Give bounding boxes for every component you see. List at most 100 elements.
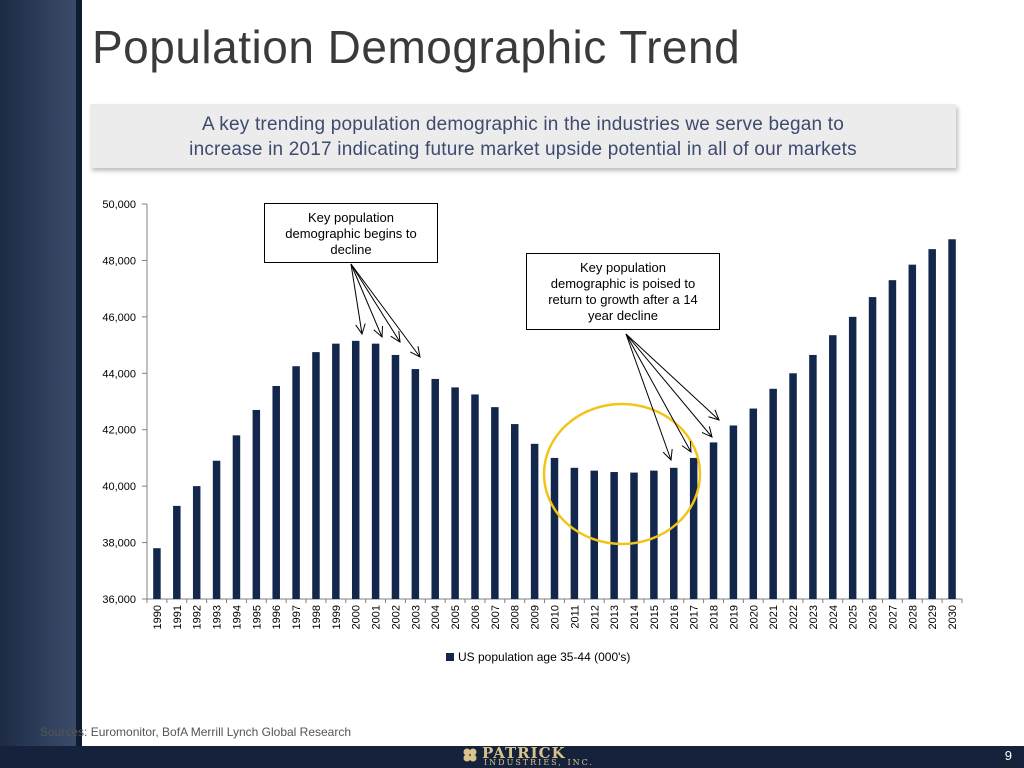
x-tick-label: 2019 <box>728 605 740 629</box>
callout-decline-line-1: Key population <box>307 210 394 225</box>
subtitle-line-1: A key trending population demographic in… <box>202 114 844 135</box>
growth-arrow-head <box>708 409 720 421</box>
decline-arrow-head <box>355 323 366 336</box>
bar <box>192 486 201 599</box>
bar <box>153 548 161 599</box>
x-tick-label: 1995 <box>251 605 263 629</box>
y-tick-label: 42,000 <box>102 425 136 437</box>
highlight-circle <box>542 402 702 546</box>
chart-legend: US population age 35-44 (000's) <box>446 650 630 664</box>
page-title: Population Demographic Trend <box>92 21 741 73</box>
bar <box>590 470 599 599</box>
x-tick-label: 2026 <box>868 605 880 629</box>
growth-arrow-head <box>681 440 692 454</box>
bar <box>789 373 797 599</box>
bar <box>510 424 519 599</box>
x-tick-label: 2023 <box>808 605 820 629</box>
bar <box>212 460 221 599</box>
bar <box>173 505 181 599</box>
x-tick-label: 2010 <box>550 605 562 629</box>
left-accent-bar <box>0 0 76 768</box>
x-tick-label: 1990 <box>152 605 164 629</box>
bar <box>709 442 718 599</box>
bar <box>829 335 837 599</box>
bar <box>550 457 559 599</box>
x-tick-label: 2028 <box>907 605 919 629</box>
x-tick-label: 2027 <box>887 605 899 629</box>
bar <box>729 425 738 599</box>
callout-growth-line-3: return to growth after a 14 <box>548 292 698 307</box>
x-tick-label: 2009 <box>530 605 542 629</box>
growth-arrow <box>625 333 692 453</box>
y-tick-label: 48,000 <box>102 255 136 267</box>
decline-arrow-head <box>410 346 421 358</box>
bar <box>451 387 459 599</box>
growth-arrow <box>625 333 672 461</box>
x-tick-label: 2002 <box>390 605 402 629</box>
bar <box>371 343 380 599</box>
callout-decline-line-2: demographic begins to <box>285 226 417 241</box>
growth-arrow-head <box>662 449 673 462</box>
subtitle-line-2: increase in 2017 indicating future marke… <box>189 139 857 160</box>
bar <box>351 340 360 599</box>
decline-arrow <box>350 263 401 343</box>
x-tick-label: 1997 <box>291 605 303 629</box>
x-tick-label: 2020 <box>748 605 760 629</box>
x-tick-label: 2030 <box>947 605 959 629</box>
callout-growth-line-1: Key population <box>579 260 666 275</box>
x-tick-label: 2001 <box>371 605 383 629</box>
x-tick-label: 2018 <box>709 605 721 629</box>
bar <box>312 352 320 599</box>
x-tick-label: 2016 <box>669 605 681 629</box>
bar <box>332 343 340 599</box>
x-tick-label: 1994 <box>231 605 243 629</box>
y-tick-label: 38,000 <box>102 538 136 550</box>
bar <box>232 435 241 599</box>
x-tick-label: 2013 <box>609 605 621 629</box>
x-tick-label: 1999 <box>331 605 343 629</box>
bar <box>650 470 658 599</box>
bar <box>670 467 678 599</box>
y-tick-label: 44,000 <box>102 368 136 380</box>
x-tick-label: 2005 <box>450 605 462 629</box>
bar <box>888 280 897 599</box>
bar <box>809 354 817 599</box>
x-tick-label: 2029 <box>927 605 939 629</box>
bar <box>908 264 917 599</box>
bar <box>570 467 579 599</box>
bar <box>749 408 758 599</box>
x-tick-label: 2011 <box>569 605 581 629</box>
x-tick-label: 2007 <box>490 605 502 629</box>
bar <box>391 354 400 599</box>
x-tick-label: 2015 <box>649 605 661 629</box>
x-tick-label: 2024 <box>828 605 840 629</box>
x-tick-label: 1996 <box>271 605 283 629</box>
x-tick-label: 2014 <box>629 605 641 629</box>
x-tick-label: 1993 <box>212 605 224 629</box>
decline-arrow-head <box>373 325 384 339</box>
bar <box>491 407 499 599</box>
y-tick-label: 46,000 <box>102 312 136 324</box>
legend-swatch <box>446 653 454 661</box>
bar <box>471 394 479 599</box>
bar <box>272 385 280 599</box>
x-tick-label: 1992 <box>192 605 204 629</box>
callout-growth-line-2: demographic is poised to <box>550 276 696 291</box>
x-tick-label: 2012 <box>589 605 601 629</box>
x-tick-label: 2025 <box>848 605 860 629</box>
bar <box>431 378 439 599</box>
callout-decline-line-3: decline <box>330 242 372 257</box>
bar <box>868 297 877 599</box>
callout-decline: Key population demographic begins to dec… <box>264 203 438 263</box>
page-number: 9 <box>1004 748 1012 763</box>
logo-leaf-icon <box>463 748 477 762</box>
y-tick-label: 36,000 <box>102 594 136 606</box>
bar <box>948 239 956 599</box>
left-accent-stripe <box>76 0 82 768</box>
x-tick-label: 1991 <box>172 605 184 629</box>
growth-arrow <box>625 333 713 438</box>
bar <box>848 316 857 599</box>
legend-label: US population age 35-44 (000's) <box>458 650 631 664</box>
callout-growth-line-4: year decline <box>587 308 659 323</box>
